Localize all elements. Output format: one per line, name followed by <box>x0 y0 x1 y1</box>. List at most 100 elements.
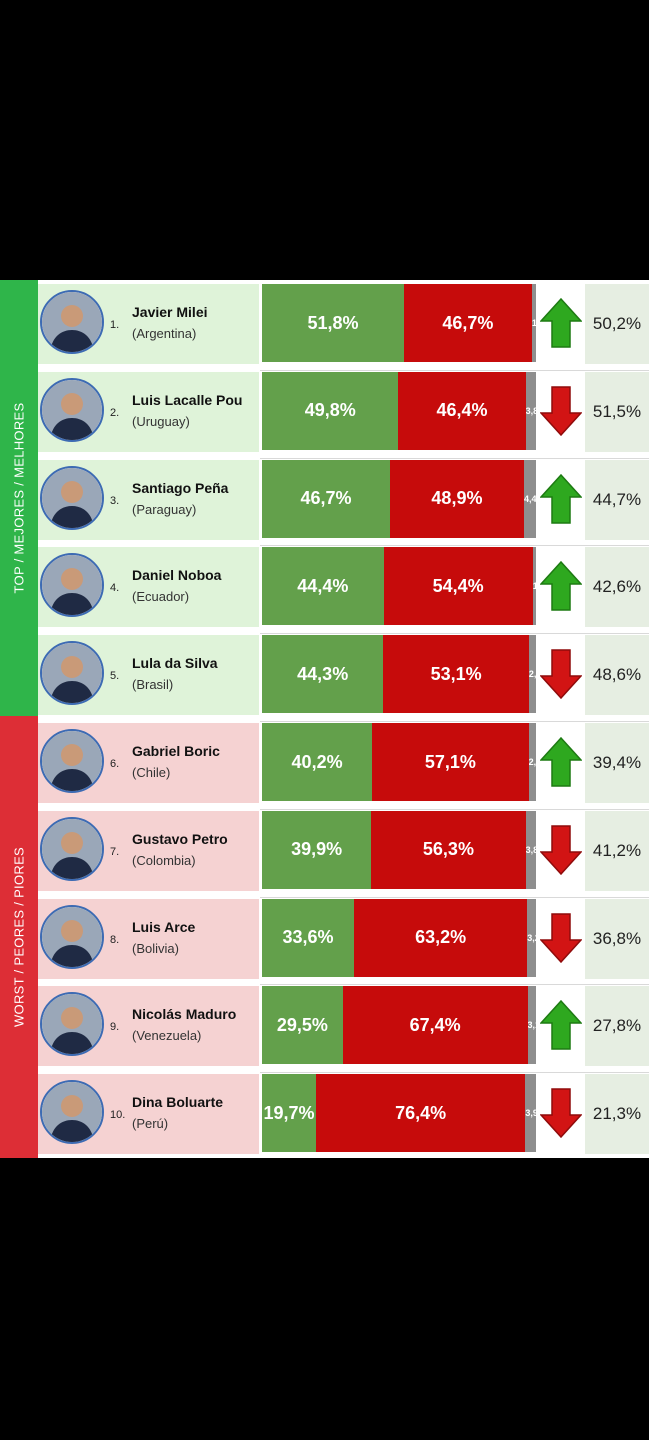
president-country: (Ecuador) <box>132 589 190 605</box>
approval-bar: 29,5%67,4%3,1 <box>262 986 536 1065</box>
rank-number: 2. <box>110 406 120 419</box>
row-divider <box>260 896 649 898</box>
previous-approval-value: 39,4% <box>585 723 649 803</box>
rank-number: 8. <box>110 933 120 946</box>
approval-segment: 46,7% <box>262 459 390 538</box>
approval-bar: 49,8% 46,4% 3,8 <box>262 371 536 450</box>
no-answer-segment: 4,4 <box>523 459 536 538</box>
approval-bar: 39,9% 56,3% 3,8 <box>262 810 536 889</box>
trend-cell <box>538 723 584 803</box>
president-name: Santiago Peña <box>132 479 229 496</box>
president-country: (Colombia) <box>132 852 196 868</box>
worst-section-label: WORST / PEORES / PIORES <box>11 846 27 1028</box>
top-section-band: TOP / MEJORES / MELHORES <box>0 280 38 716</box>
president-avatar <box>40 465 104 530</box>
disapproval-segment: 54,4% <box>383 547 533 626</box>
rank-number: 6. <box>110 758 120 770</box>
approval-bar: 33,6%63,2%3,2 <box>262 898 536 977</box>
previous-approval-value: 48,6% <box>585 635 649 716</box>
approval-segment: 39,9% <box>262 810 372 889</box>
rank-number: 10. <box>110 1109 126 1122</box>
ranking-row: 9. Nicolás Maduro (Venezuela) 29,5%67,4%3,1… <box>38 986 649 1067</box>
previous-approval-value: 27,8% <box>585 986 649 1067</box>
president-name: Luis Lacalle Pou <box>132 391 243 408</box>
president-country: (Argentina) <box>132 326 197 341</box>
president-info-cell: 2. Luis Lacalle Pou (Uruguay) <box>38 371 259 452</box>
president-name: Daniel Noboa <box>132 567 222 584</box>
approval-segment: 40,2% <box>262 723 373 801</box>
trend-cell <box>538 284 584 364</box>
rank-number: 3. <box>110 494 120 507</box>
president-country: (Uruguay) <box>132 413 190 429</box>
president-country: (Chile) <box>132 765 171 780</box>
disapproval-segment: 46,4% <box>398 371 526 450</box>
trend-cell <box>538 811 584 891</box>
ranking-row: 6. Gabriel Boric (Chile) 40,2%57,1%2,7 39,4% <box>38 723 649 803</box>
president-name: Javier Milei <box>132 304 208 320</box>
ranking-row: 8. Luis Arce (Bolivia) 33,6%63,2%3,2 36,8% <box>38 898 649 979</box>
row-divider <box>260 1072 649 1074</box>
row-divider <box>260 721 649 722</box>
trend-down-arrow-icon <box>540 912 582 963</box>
disapproval-segment: 63,2% <box>354 898 528 977</box>
trend-cell <box>538 899 584 979</box>
trend-down-arrow-icon <box>540 649 582 700</box>
previous-approval-value: 36,8% <box>585 898 649 979</box>
trend-cell <box>538 635 584 715</box>
approval-bar: 44,3%53,1%2,6 <box>262 635 536 714</box>
president-name: Gustavo Petro <box>132 830 228 847</box>
no-answer-segment: 3,9 <box>525 1074 536 1153</box>
trend-up-arrow-icon <box>540 561 582 612</box>
president-avatar <box>40 816 104 881</box>
disapproval-segment: 46,7% <box>403 284 532 362</box>
president-info-cell: 3. Santiago Peña (Paraguay) <box>38 459 259 540</box>
previous-approval-value: 41,2% <box>585 810 649 891</box>
rank-number: 1. <box>110 319 120 331</box>
rank-number: 7. <box>110 845 120 858</box>
trend-up-arrow-icon <box>540 736 582 787</box>
row-divider <box>260 633 649 635</box>
approval-bar: 51,8%46,7%1,5 <box>262 284 536 362</box>
no-answer-segment: 1,2 <box>532 547 536 626</box>
disapproval-segment: 53,1% <box>383 635 529 714</box>
row-divider <box>260 984 649 986</box>
approval-bar: 40,2%57,1%2,7 <box>262 723 536 801</box>
president-info-cell: 10. Dina Boluarte (Perú) <box>38 1074 259 1155</box>
no-answer-segment: 2,6 <box>528 635 536 714</box>
approval-segment: 44,3% <box>262 635 384 714</box>
president-info-cell: 6. Gabriel Boric (Chile) <box>38 723 259 803</box>
no-answer-segment: 3,1 <box>527 986 536 1065</box>
ranking-row: 2. Luis Lacalle Pou (Uruguay) 49,8% 46,4% 3,8… <box>38 371 649 452</box>
approval-segment: 49,8% <box>262 371 399 450</box>
president-country: (Bolivia) <box>132 940 179 956</box>
rank-number: 9. <box>110 1021 120 1034</box>
president-avatar <box>40 1080 104 1145</box>
president-info-cell: 4. Daniel Noboa (Ecuador) <box>38 547 259 628</box>
disapproval-segment: 48,9% <box>389 459 524 538</box>
president-name: Luis Arce <box>132 918 196 935</box>
approval-segment: 29,5% <box>262 986 343 1065</box>
trend-cell <box>538 1074 584 1154</box>
approval-segment: 19,7% <box>262 1074 316 1153</box>
president-avatar <box>40 377 104 442</box>
ranking-row: 3. Santiago Peña (Paraguay) 46,7% 48,9% 4,4 44… <box>38 459 649 540</box>
approval-segment: 44,4% <box>262 547 384 626</box>
ranking-row: 10. Dina Boluarte (Perú) 19,7% 76,4% 3,9 21,3% <box>38 1074 649 1155</box>
trend-down-arrow-icon <box>540 386 582 436</box>
president-name: Nicolás Maduro <box>132 1006 237 1023</box>
no-answer-segment: 3,8 <box>525 810 536 889</box>
disapproval-segment: 56,3% <box>371 810 526 889</box>
rank-number: 4. <box>110 582 120 595</box>
trend-up-arrow-icon <box>540 297 582 348</box>
disapproval-segment: 76,4% <box>315 1074 526 1153</box>
ranking-panel: TOP / MEJORES / MELHORES WORST / PEORES … <box>0 280 649 1158</box>
president-avatar <box>40 290 104 354</box>
president-avatar <box>40 729 104 793</box>
previous-approval-value: 50,2% <box>585 284 649 364</box>
president-name: Dina Boluarte <box>132 1094 224 1111</box>
president-country: (Venezuela) <box>132 1028 202 1044</box>
president-info-cell: 1. Javier Milei (Argentina) <box>38 284 259 364</box>
trend-down-arrow-icon <box>540 1088 582 1139</box>
president-name: Lula da Silva <box>132 655 218 672</box>
trend-down-arrow-icon <box>540 825 582 875</box>
